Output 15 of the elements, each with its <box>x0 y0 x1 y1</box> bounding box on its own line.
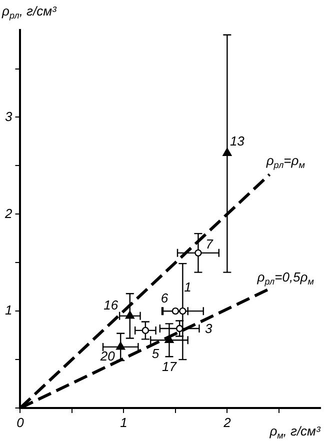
x-tick-label: 1 <box>120 415 128 430</box>
annotation: 5 <box>152 346 160 362</box>
annotation: 16 <box>104 298 119 313</box>
y-tick-label: 1 <box>4 302 12 318</box>
annotation: 6 <box>160 290 169 306</box>
x-tick-label: 2 <box>222 415 232 430</box>
annotation: 20 <box>99 348 116 364</box>
x-tick-label: 0 <box>16 415 25 430</box>
annotation: 7 <box>206 236 214 252</box>
y-tick-label: 2 <box>4 206 13 221</box>
annotation: 3 <box>204 321 213 336</box>
annotation: 13 <box>230 134 246 149</box>
annotation: 1 <box>184 280 192 295</box>
annotation: 17 <box>162 358 178 374</box>
y-tick-label: 3 <box>4 108 13 124</box>
